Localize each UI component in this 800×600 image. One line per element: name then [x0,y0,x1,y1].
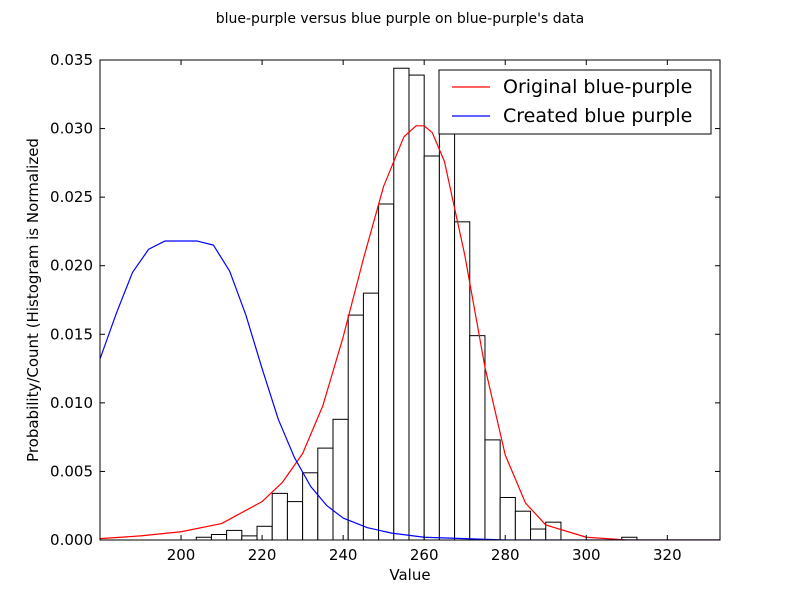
histogram-bar [241,535,258,541]
series-line [100,240,720,540]
histogram-bar [286,501,304,541]
histogram-bar [408,74,425,541]
y-tick-label: 0.005 [50,462,93,480]
histogram-bar [332,418,349,541]
y-tick-label: 0.015 [50,325,93,343]
histogram-bar [545,521,562,541]
histogram-bar [256,525,273,541]
chart-title: blue-purple versus blue purple on blue-p… [216,11,585,27]
legend-label-created: Created blue purple [503,105,692,127]
legend-box [438,69,712,135]
x-tick-label: 220 [248,546,277,564]
x-tick-label: 240 [329,546,358,564]
series-lines [100,125,720,540]
y-tick-label: 0.020 [50,257,93,275]
x-axis-ticks: 200 220 240 260 280 300 320 [167,60,682,564]
y-tick-label: 0.010 [50,394,93,412]
y-axis-ticks: 0.000 0.005 0.010 0.015 0.020 0.025 0.030 0.035 [50,51,720,549]
legend: Original blue-purple Created blue purple [438,69,712,135]
x-tick-label: 300 [572,546,601,564]
y-tick-label: 0.025 [50,188,93,206]
histogram-bar [210,534,228,541]
x-tick-label: 260 [410,546,439,564]
histogram-bar [469,335,486,541]
histogram-bar [347,314,364,541]
y-tick-label: 0.000 [50,531,93,549]
histogram-bar [271,492,288,541]
y-axis-label: Probability/Count (Histogram is Normaliz… [24,138,42,462]
x-axis-label: Value [389,566,430,584]
histogram-bar [499,496,516,541]
x-tick-label: 320 [653,546,682,564]
histogram-bars [195,67,638,541]
x-tick-label: 200 [167,546,196,564]
histogram-bar [226,529,243,541]
x-tick-label: 280 [491,546,520,564]
histogram-bar [378,203,395,541]
histogram-bar [393,67,410,541]
y-tick-label: 0.035 [50,51,93,69]
histogram-bar [530,528,547,541]
histogram-bar [302,472,319,541]
histogram-bar [484,439,501,541]
y-tick-label: 0.030 [50,120,93,138]
histogram-bar [423,155,440,541]
histogram-bar [317,447,334,541]
histogram-bar [514,510,532,541]
histogram-bar [362,292,380,541]
legend-label-original: Original blue-purple [503,76,692,98]
plot-frame [99,59,721,541]
series-line [100,125,720,540]
